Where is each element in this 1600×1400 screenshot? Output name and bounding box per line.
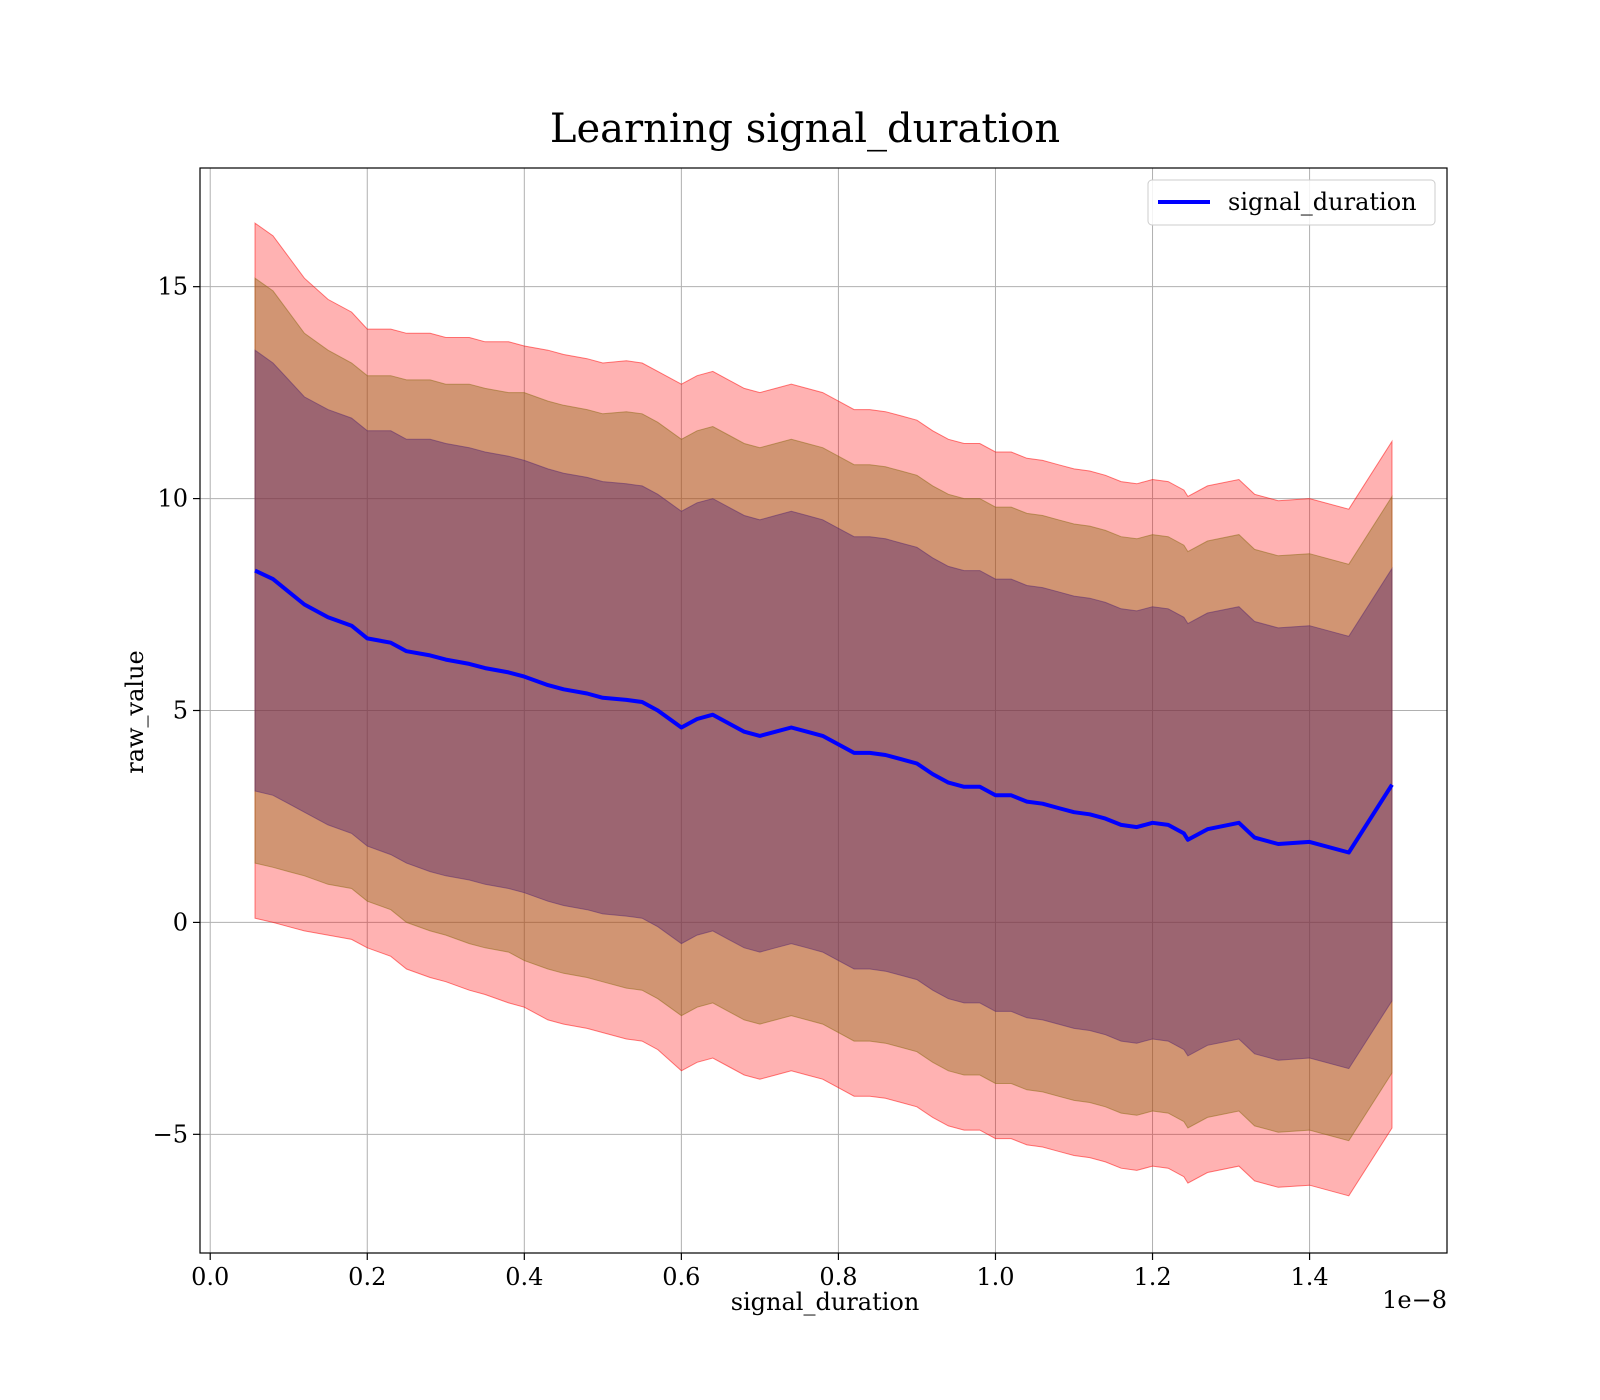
x-tick-label-3: 0.6 [662,1263,700,1291]
y-axis-label: raw_value [121,650,149,774]
legend: signal_duration [1147,179,1436,226]
y-tick-label-4: 15 [157,273,188,301]
x-tick-label-7: 1.4 [1290,1263,1328,1291]
x-tick-label-4: 0.8 [819,1263,857,1291]
grid-lines [200,168,1447,1253]
x-tick-label-5: 1.0 [976,1263,1014,1291]
y-tick-label-2: 5 [173,697,188,725]
y-tick-label-1: 0 [173,908,188,936]
band-1 [254,277,1393,1142]
x-axis-label: signal_duration [731,1288,920,1316]
y-tick-label-0: −5 [153,1120,188,1148]
confidence-bands [254,222,1393,1197]
legend-label-signal-duration: signal_duration [1228,188,1417,216]
x-tick-label-0: 0.0 [191,1263,229,1291]
x-axis-ticks: 0.0 0.2 0.4 0.6 0.8 1.0 1.2 1.4 [191,1253,1329,1291]
x-axis-offset-label: 1e−8 [1382,1286,1447,1314]
x-tick-label-6: 1.2 [1133,1263,1171,1291]
chart-title: Learning signal_duration [550,106,1060,152]
band-2 [254,349,1393,1070]
legend-box [1147,179,1436,226]
y-tick-label-3: 10 [157,485,188,513]
series-line-0 [254,568,1394,855]
y-axis-ticks: −5 0 5 10 15 [153,273,200,1148]
series-lines [254,568,1394,855]
x-tick-label-1: 0.2 [348,1263,386,1291]
x-tick-label-2: 0.4 [505,1263,543,1291]
